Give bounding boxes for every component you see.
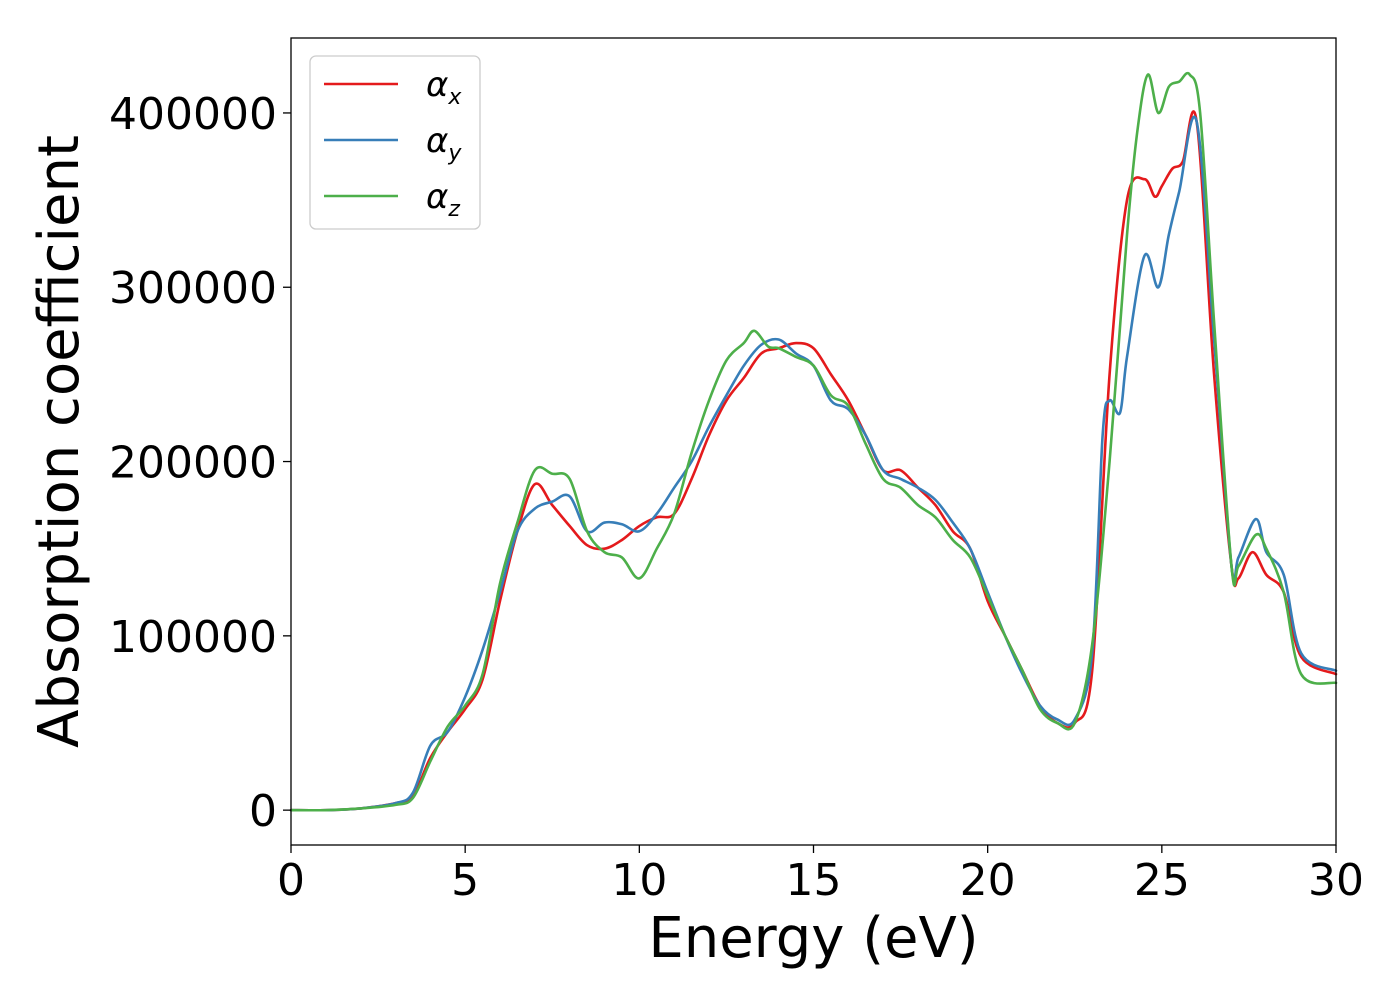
x-tick-label: 25	[1134, 855, 1190, 906]
x-tick-label: 20	[960, 855, 1016, 906]
x-axis-title: Energy (eV)	[648, 906, 978, 971]
legend: αx αy αz	[309, 55, 481, 230]
y-tick-label: 200000	[109, 438, 277, 489]
y-tick-label: 100000	[109, 612, 277, 663]
series-layer	[289, 71, 1338, 812]
legend-box	[309, 55, 481, 230]
y-tick-label: 0	[249, 786, 277, 837]
y-axis-title: Absorption coefficient	[27, 135, 92, 748]
x-tick-label: 30	[1308, 855, 1364, 906]
series-line-alpha-y	[289, 115, 1338, 812]
x-axis: 0 5 10 15 20 25 30	[277, 845, 1364, 906]
y-tick-label: 300000	[109, 263, 277, 314]
legend-label-alpha-x: αx	[426, 65, 462, 110]
legend-label-alpha-z: αz	[426, 177, 460, 222]
y-tick-label: 400000	[109, 89, 277, 140]
y-axis: 0 100000 200000 300000 400000	[109, 89, 291, 837]
x-tick-label: 5	[451, 855, 479, 906]
x-tick-label: 0	[277, 855, 305, 906]
series-line-alpha-z	[289, 71, 1338, 812]
x-tick-label: 15	[786, 855, 842, 906]
x-tick-label: 10	[611, 855, 667, 906]
legend-label-alpha-y: αy	[426, 121, 462, 166]
